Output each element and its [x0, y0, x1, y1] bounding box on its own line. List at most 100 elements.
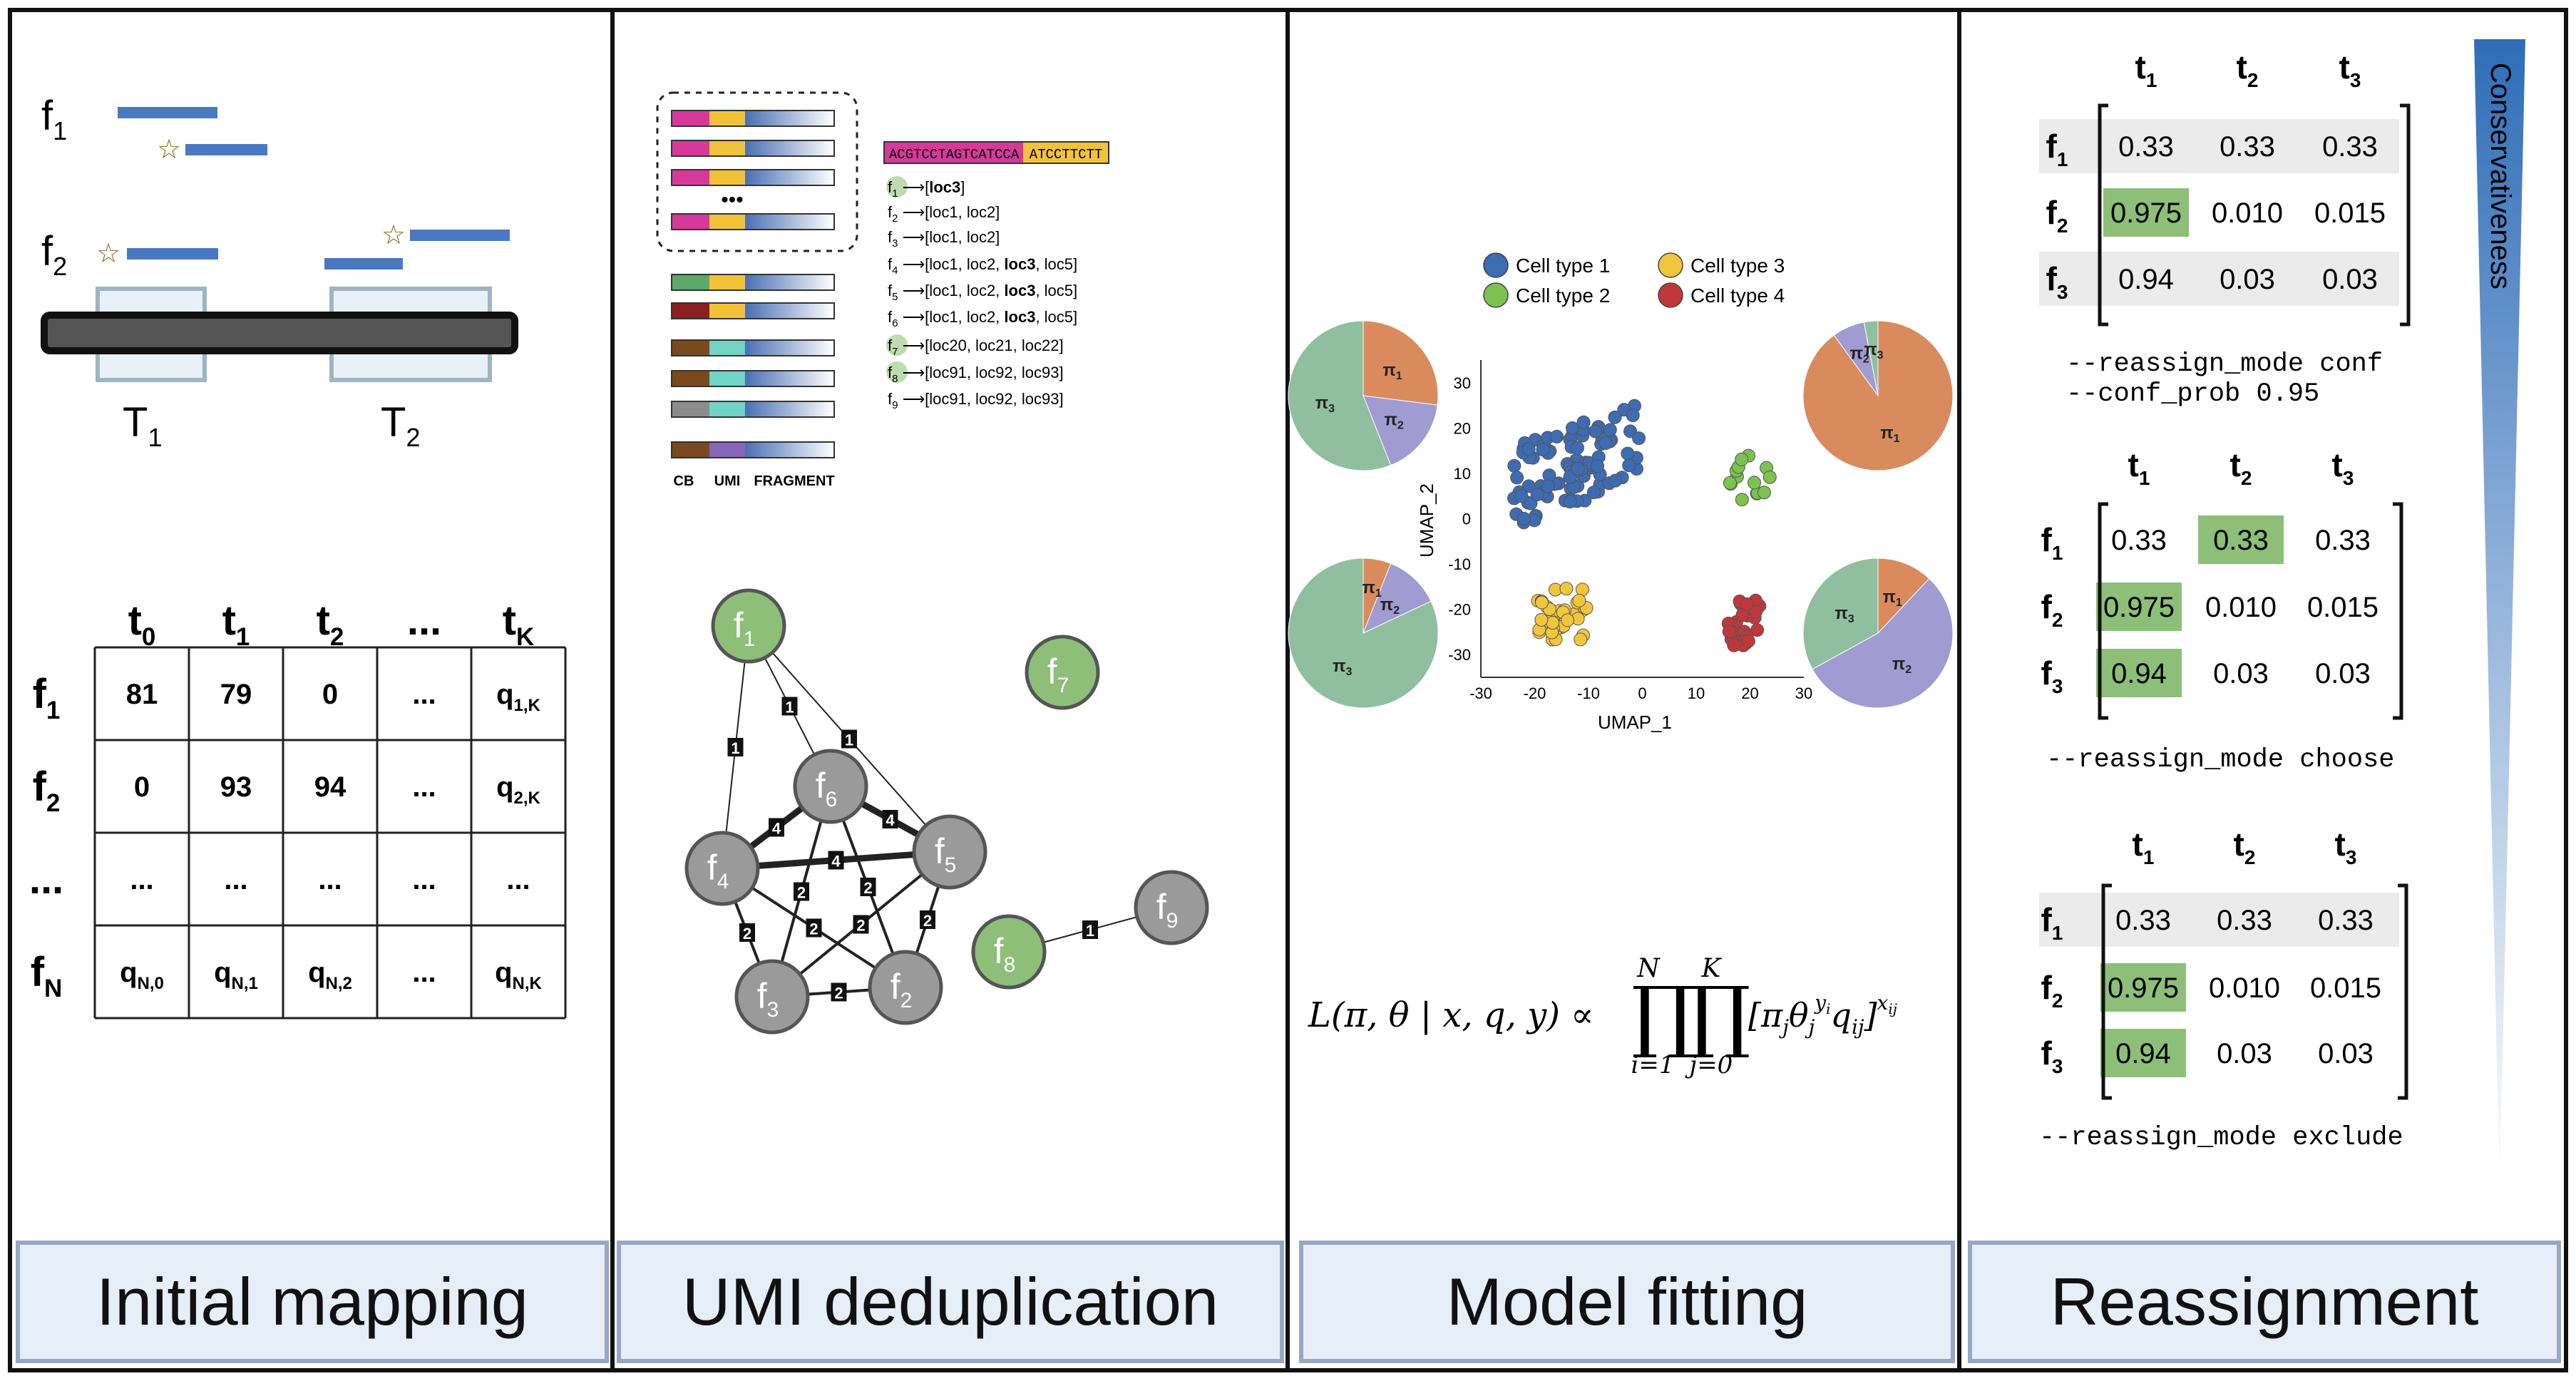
umi-seq-box — [1023, 142, 1109, 163]
matrix-cell: 94 — [314, 771, 347, 803]
pie-label: π1 — [1882, 587, 1902, 609]
barcode-seq: ACGTCCTAGTCATCCA — [889, 147, 1020, 163]
legend-swatch — [1658, 282, 1683, 308]
umi-segment — [709, 170, 745, 185]
read-bar — [118, 107, 217, 118]
cell-barcode-segment — [672, 111, 709, 126]
edge-weight-badge — [841, 729, 857, 749]
matrix-cell: ... — [318, 864, 342, 895]
scatter-point — [1570, 441, 1584, 455]
graph-node-f2 — [868, 950, 943, 1025]
legend-swatch — [1658, 252, 1683, 278]
legend-swatch — [1483, 282, 1509, 308]
pie-label: π2 — [1850, 344, 1869, 365]
node-label: f2 — [891, 967, 913, 1012]
reassignment-table: t1 t2 t3 f1 f2 f3 0.33 0.33 0.33 0.975 0.010 0.015 0… — [2039, 48, 2411, 409]
x-tick-label: -20 — [1524, 684, 1546, 702]
panel-title-reassignment: Reassignment — [1968, 1241, 2561, 1363]
row-header: f2 — [2046, 194, 2068, 237]
matrix-cell: 0.33 — [2118, 131, 2174, 163]
mapping-item: f8 ⟶[loc91, loc92, loc93] — [888, 364, 1064, 385]
matrix-cell: ... — [412, 864, 436, 895]
fragment-segment — [745, 111, 834, 126]
matrix-cell: 0.94 — [2111, 658, 2167, 689]
matrix-cell: 0.010 — [2205, 592, 2277, 623]
y-tick-label: -20 — [1448, 601, 1471, 619]
col-header: t2 — [317, 597, 344, 651]
matrix-cell: 0.015 — [2310, 972, 2381, 1004]
scatter-point — [1599, 436, 1613, 450]
reassignment-panel: Conservativeness t1 t2 t3 f1 f2 f3 0.33 0.33 0.3… — [2039, 39, 2525, 1187]
scatter-point — [1749, 605, 1763, 619]
matrix-cell: ... — [506, 864, 530, 895]
highlight-cell — [2096, 582, 2182, 631]
matrix-cell: 0.015 — [2314, 197, 2386, 229]
edge-weight: 2 — [923, 912, 932, 930]
scatter-point — [1559, 582, 1574, 596]
fragment-segment — [745, 170, 834, 185]
shaded-row — [2039, 893, 2399, 947]
scatter-point — [1762, 470, 1777, 484]
col-header: t1 — [2135, 48, 2157, 91]
pie-slice — [1802, 558, 1879, 670]
conservativeness-label: Conservativeness — [2485, 63, 2516, 289]
scatter-point — [1565, 421, 1579, 435]
pie-label: π3 — [1864, 340, 1883, 361]
edge-weight-badge — [781, 697, 798, 716]
scatter-point — [1588, 424, 1602, 438]
scatter-point — [1621, 446, 1635, 461]
highlight-cell — [2198, 515, 2284, 564]
panel-title-umi-deduplication: UMI deduplication — [617, 1241, 1284, 1363]
highlight-cell — [2100, 963, 2186, 1012]
scatter-point — [1622, 458, 1636, 473]
row-header: f1 — [2041, 901, 2063, 944]
umi-segment — [709, 274, 745, 290]
legend-label: Cell type 2 — [1516, 284, 1610, 307]
edge-weight-badge — [794, 882, 809, 901]
pie-label: π2 — [1385, 410, 1404, 431]
read-bar — [127, 248, 218, 260]
reassignment-table: t1 t2 t3 f1 f2 f3 0.33 0.33 0.33 0.975 0.010 0.015 0… — [2039, 826, 2408, 1153]
umi-segment — [709, 340, 745, 356]
matrix-bracket-left — [2098, 103, 2108, 327]
mapping-item: f2 ⟶[loc1, loc2] — [888, 203, 1000, 225]
umi-segment — [709, 214, 745, 230]
node-label: f9 — [1156, 887, 1179, 933]
edge-weight: 1 — [785, 699, 794, 717]
cell-barcode-segment — [672, 340, 709, 356]
graph-node-f1 — [711, 588, 786, 664]
ellipsis-dots: ••• — [721, 188, 744, 212]
highlight-cell — [2096, 649, 2182, 697]
node-label: f6 — [816, 766, 838, 811]
matrix-cell: ... — [130, 864, 153, 895]
col-header: ... — [407, 597, 441, 644]
row-header: ... — [29, 856, 63, 903]
cli-option: --reassign_mode choose — [2046, 745, 2394, 775]
fragment-f1-label: f1 — [41, 93, 67, 145]
row-header: f3 — [2046, 260, 2068, 303]
node-label: f4 — [707, 848, 729, 893]
scatter-point — [1572, 593, 1586, 607]
graph-node-f4 — [684, 831, 760, 906]
graph-node-f8 — [971, 914, 1047, 990]
y-tick-label: 30 — [1454, 374, 1471, 392]
mapping-item: f1 ⟶[loc3] — [888, 178, 965, 200]
mapping-item: f3 ⟶[loc1, loc2] — [888, 228, 1000, 250]
scatter-point — [1563, 470, 1577, 484]
product-symbol-2: ∏ — [1688, 970, 1751, 1061]
edge-weight: 2 — [809, 920, 818, 938]
matrix-cell: 0.010 — [2212, 197, 2283, 229]
pie-label: π1 — [1880, 423, 1899, 445]
umi-label: UMI — [714, 473, 741, 489]
matrix-cell: 0 — [134, 771, 150, 803]
initial-mapping-matrix: t0 t1 t2... tK f1 f2... fN 81 79 0... q1,K 0 93 94...… — [29, 597, 567, 1020]
legend-swatch — [1483, 252, 1509, 278]
model-fitting-panel: Cell type 1 Cell type 2 Cell type 3 Cell ty… — [1288, 252, 1954, 1079]
scatter-point — [1723, 476, 1737, 490]
matrix-bracket-left — [2101, 883, 2112, 1100]
star-icon: ☆ — [381, 220, 406, 250]
pie-label: π1 — [1363, 578, 1382, 600]
col-header: t0 — [128, 597, 156, 651]
fragment-segment — [745, 442, 834, 458]
